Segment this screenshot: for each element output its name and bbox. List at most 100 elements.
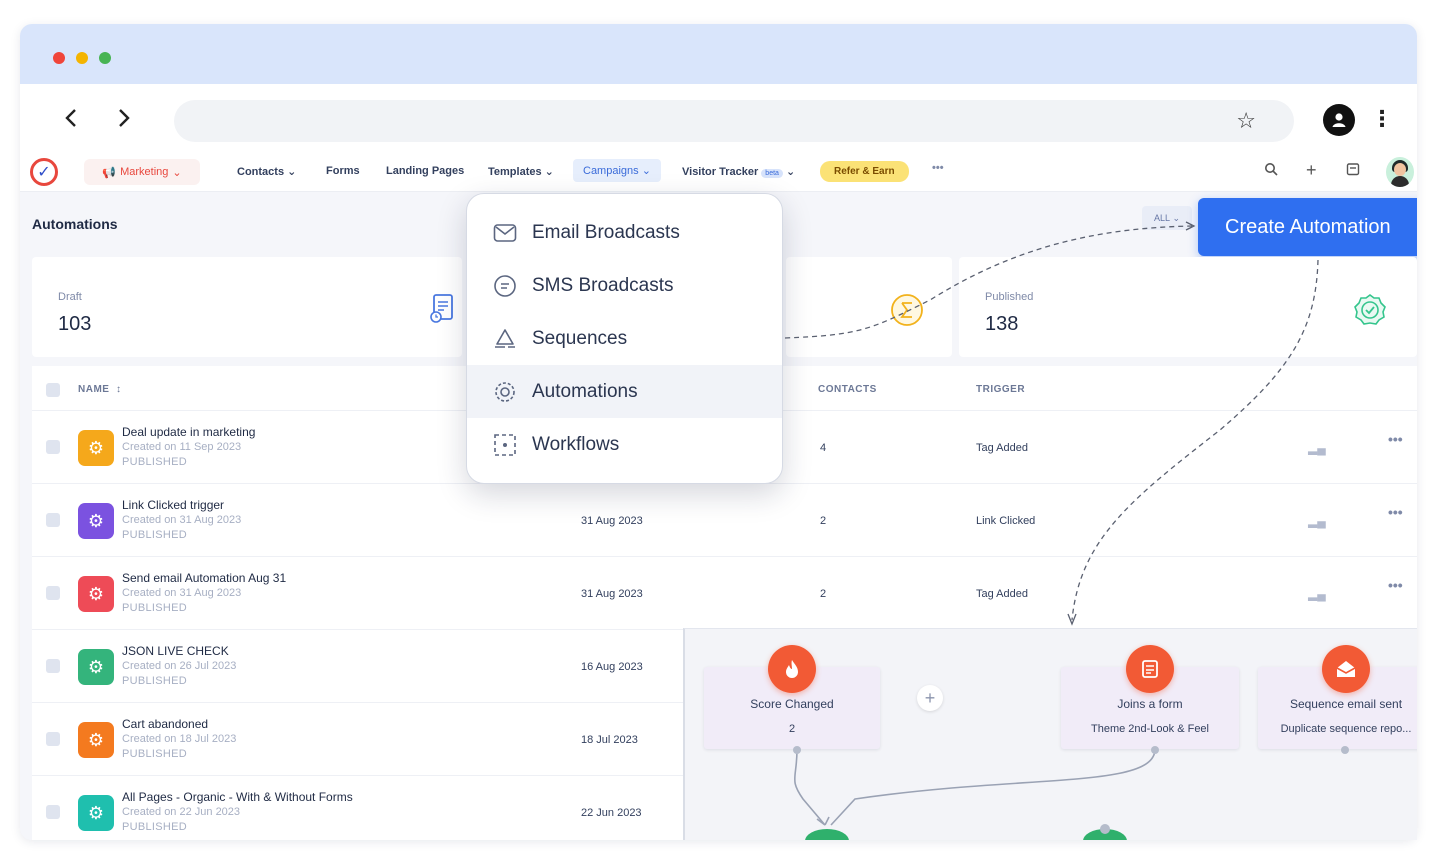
menu-item-automations[interactable]: Automations: [467, 365, 782, 418]
flow-node-sequence-email-sent[interactable]: Sequence email sent Duplicate sequence r…: [1258, 645, 1417, 749]
row-checkbox[interactable]: [46, 440, 60, 454]
menu-item-workflows[interactable]: Workflows: [467, 418, 782, 471]
row-more-icon[interactable]: •••: [1388, 504, 1403, 520]
automation-name[interactable]: Deal update in marketing: [122, 425, 256, 439]
name-column-header[interactable]: NAME ↕: [78, 384, 122, 395]
created-date: Created on 22 Jun 2023: [122, 806, 241, 818]
draft-count: 103: [58, 313, 92, 335]
nav-contacts[interactable]: Contacts ⌄: [237, 166, 297, 178]
bar-chart-icon[interactable]: ▂▄: [1308, 587, 1326, 601]
kebab-menu-icon[interactable]: ⋮: [1371, 106, 1393, 131]
back-button[interactable]: [55, 102, 87, 134]
menu-item-sequences[interactable]: Sequences: [467, 312, 782, 365]
status-filter-select[interactable]: ALL ⌄: [1142, 206, 1192, 230]
created-date: Created on 31 Aug 2023: [122, 514, 242, 526]
user-avatar[interactable]: [1386, 157, 1414, 187]
workflow-icon: [492, 432, 518, 458]
row-checkbox[interactable]: [46, 513, 60, 527]
add-step-button[interactable]: +: [917, 685, 943, 711]
create-automation-button[interactable]: Create Automation: [1198, 198, 1417, 256]
created-date: Created on 18 Jul 2023: [122, 733, 237, 745]
sigma-icon: [891, 294, 923, 326]
draft-stat-card: Draft 103: [32, 257, 462, 357]
published-label: Published: [985, 291, 1034, 303]
row-more-icon[interactable]: •••: [1388, 431, 1403, 447]
nav-landing-pages[interactable]: Landing Pages: [386, 165, 465, 177]
status-label: PUBLISHED: [122, 529, 188, 541]
menu-item-email-broadcasts[interactable]: Email Broadcasts: [467, 206, 782, 259]
table-row[interactable]: ⚙ Link Clicked trigger Created on 31 Aug…: [32, 483, 1417, 556]
row-checkbox[interactable]: [46, 659, 60, 673]
envelope-icon: [492, 220, 518, 246]
recycle-icon: [492, 326, 518, 352]
select-all-checkbox[interactable]: [46, 383, 60, 397]
status-label: PUBLISHED: [122, 602, 188, 614]
row-more-icon[interactable]: •••: [1388, 577, 1403, 593]
close-window-dot[interactable]: [53, 52, 65, 64]
flow-node-joins-form[interactable]: Joins a form Theme 2nd-Look & Feel: [1061, 645, 1239, 749]
automation-name[interactable]: All Pages - Organic - With & Without For…: [122, 790, 353, 804]
table-row[interactable]: ⚙ JSON LIVE CHECK Created on 26 Jul 2023…: [32, 629, 1417, 702]
contacts-count: 2: [820, 515, 827, 527]
draft-label: Draft: [58, 291, 82, 303]
chevron-down-icon: ⌄: [172, 166, 182, 179]
published-count: 138: [985, 313, 1019, 335]
chat-bubble-icon: [492, 273, 518, 299]
menu-item-sms-broadcasts[interactable]: SMS Broadcasts: [467, 259, 782, 312]
updated-date: 18 Jul 2023: [581, 734, 638, 746]
status-label: PUBLISHED: [122, 675, 188, 687]
created-date: Created on 11 Sep 2023: [122, 441, 242, 453]
bar-chart-icon[interactable]: ▂▄: [1308, 441, 1326, 455]
updated-date: 31 Aug 2023: [581, 515, 643, 527]
page-title: Automations: [32, 216, 118, 232]
address-bar[interactable]: ☆: [174, 100, 1294, 142]
bar-chart-icon[interactable]: ▂▄: [1308, 514, 1326, 528]
chevron-right-icon: [119, 109, 130, 127]
nav-templates[interactable]: Templates ⌄: [488, 166, 554, 178]
automation-name[interactable]: Send email Automation Aug 31: [122, 571, 287, 585]
maximize-window-dot[interactable]: [99, 52, 111, 64]
table-row[interactable]: ⚙ Send email Automation Aug 31 Created o…: [32, 556, 1417, 629]
flow-connectors: [793, 746, 1349, 840]
created-date: Created on 31 Aug 2023: [122, 587, 242, 599]
contacts-column-header: CONTACTS: [818, 384, 877, 395]
updated-date: 31 Aug 2023: [581, 588, 643, 600]
campaigns-dropdown-menu: Email Broadcasts SMS Broadcasts Sequence…: [466, 193, 783, 484]
search-icon[interactable]: [1264, 162, 1278, 179]
automation-gear-icon: ⚙: [78, 430, 114, 466]
calendar-icon[interactable]: [1346, 162, 1360, 179]
fire-icon: [768, 645, 816, 693]
nav-visitor-tracker[interactable]: Visitor Tracker beta ⌄: [682, 166, 796, 178]
check-badge-icon: [1354, 294, 1386, 325]
automation-name[interactable]: Cart abandoned: [122, 717, 209, 731]
trigger-column-header: TRIGGER: [976, 384, 1026, 395]
refer-earn-badge[interactable]: Refer & Earn: [820, 161, 909, 182]
nav-campaigns[interactable]: Campaigns ⌄: [573, 159, 661, 182]
created-date: Created on 26 Jul 2023: [122, 660, 237, 672]
automation-name[interactable]: Link Clicked trigger: [122, 498, 225, 512]
automation-name[interactable]: JSON LIVE CHECK: [122, 644, 229, 658]
module-label: Marketing: [120, 166, 169, 178]
account-circle-icon[interactable]: [1323, 104, 1355, 136]
contacts-count: 4: [820, 442, 827, 454]
row-checkbox[interactable]: [46, 805, 60, 819]
nav-forms[interactable]: Forms: [326, 165, 360, 177]
automation-gear-icon: ⚙: [78, 649, 114, 685]
row-checkbox[interactable]: [46, 732, 60, 746]
star-outline-icon[interactable]: ☆: [1236, 108, 1256, 133]
forward-button[interactable]: [108, 102, 140, 134]
app-logo-icon[interactable]: ✓: [30, 158, 58, 186]
automation-gear-icon: [492, 379, 518, 405]
plus-icon[interactable]: +: [1306, 160, 1317, 180]
browser-navbar: ☆ ⋮: [20, 84, 1417, 152]
updated-date: 22 Jun 2023: [581, 807, 642, 819]
minimize-window-dot[interactable]: [76, 52, 88, 64]
more-nav-icon[interactable]: •••: [932, 162, 944, 174]
beta-badge: beta: [761, 169, 783, 178]
flow-node-score-changed[interactable]: Score Changed 2: [704, 645, 880, 749]
automation-gear-icon: ⚙: [78, 576, 114, 612]
trigger-type: Tag Added: [976, 588, 1028, 600]
row-checkbox[interactable]: [46, 586, 60, 600]
form-icon: [1126, 645, 1174, 693]
module-switcher[interactable]: 📢 Marketing ⌄: [84, 159, 200, 185]
